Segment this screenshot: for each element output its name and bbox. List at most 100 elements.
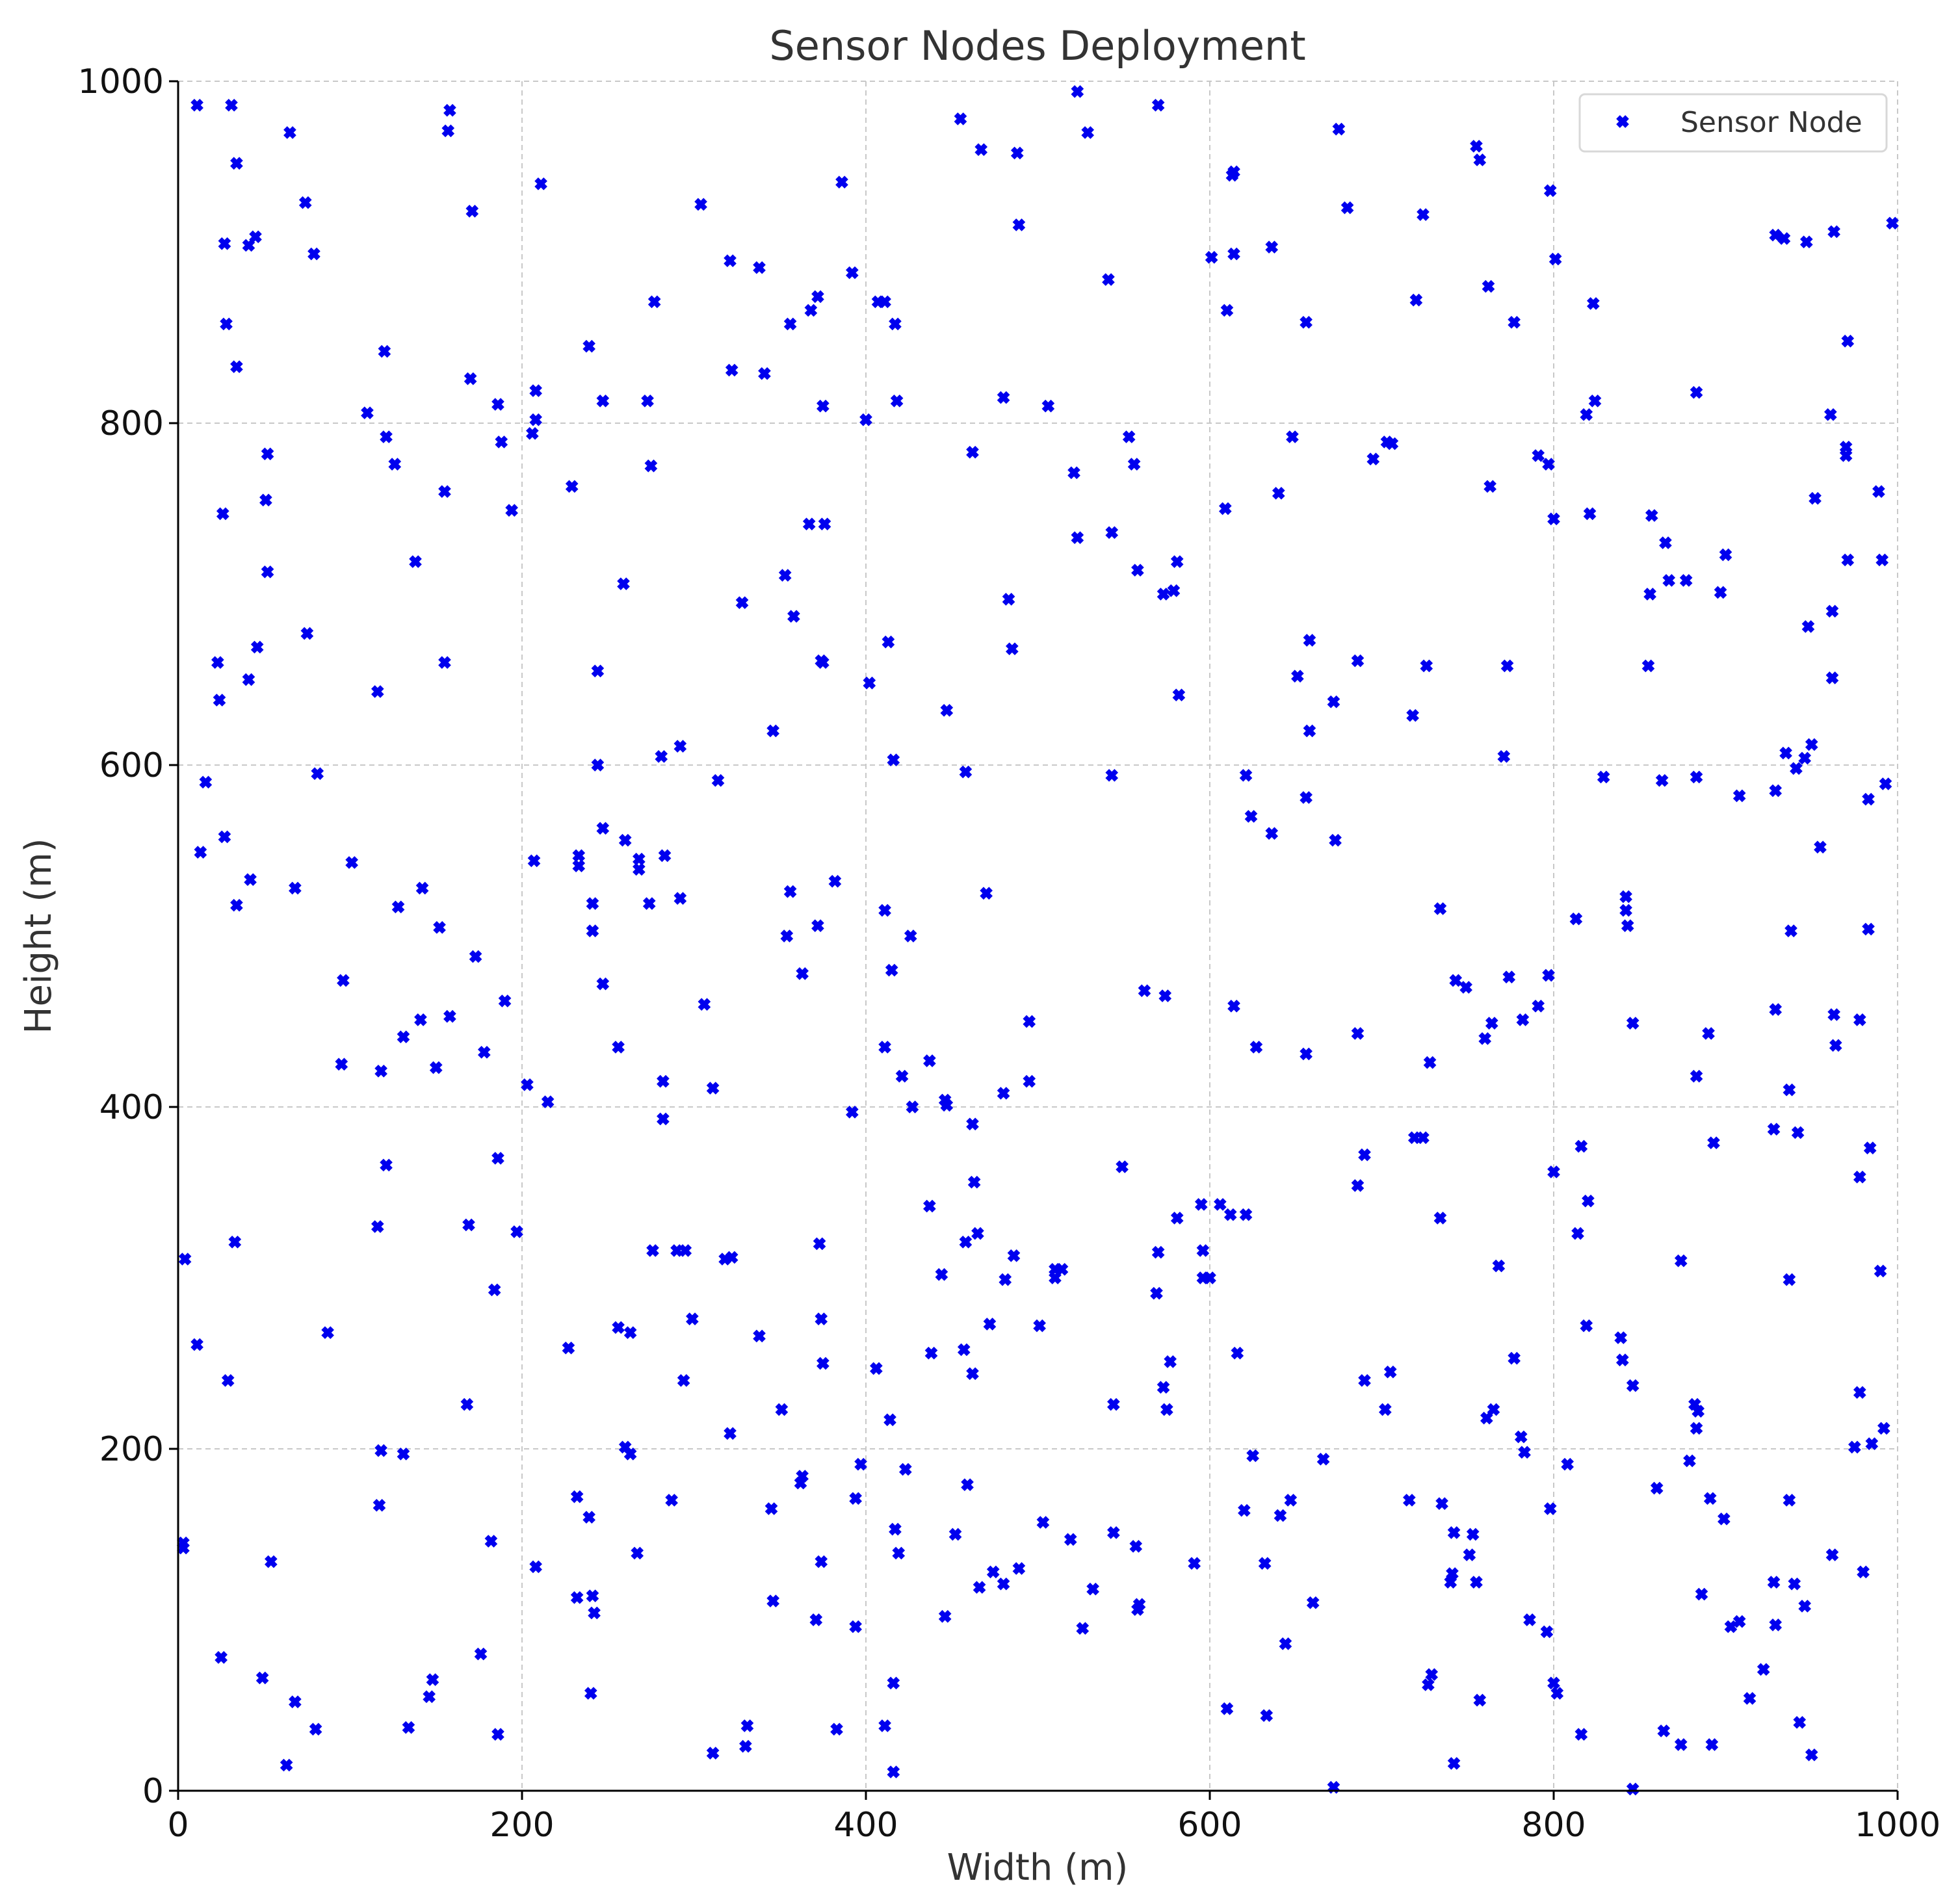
sensor-node-point: [1417, 1131, 1430, 1145]
sensor-node-point: [491, 398, 504, 411]
sensor-node-point: [300, 627, 314, 640]
sensor-node-point: [249, 230, 262, 244]
sensor-node-point: [562, 1342, 575, 1355]
sensor-node-point: [828, 875, 842, 888]
sensor-node-point: [230, 898, 243, 912]
sensor-node-point: [1588, 394, 1602, 408]
data-points: [177, 84, 1899, 1796]
sensor-node-point: [1825, 604, 1839, 618]
sensor-node-point: [280, 1758, 293, 1772]
sensor-node-point: [633, 863, 646, 876]
sensor-node-point: [1872, 485, 1885, 499]
sensor-node-point: [889, 1522, 902, 1536]
sensor-node-point: [878, 904, 891, 917]
sensor-node-point: [1683, 1454, 1696, 1468]
sensor-node-point: [1417, 208, 1430, 221]
sensor-node-point: [887, 1765, 900, 1778]
sensor-node-point: [433, 921, 446, 934]
sensor-node-point: [665, 1494, 678, 1507]
sensor-node-point: [809, 1613, 823, 1626]
sensor-node-point: [997, 1087, 1010, 1100]
sensor-node-point: [596, 977, 610, 991]
sensor-node-point: [1463, 1548, 1476, 1561]
sensor-node-point: [1358, 1373, 1371, 1387]
sensor-node-point: [1385, 437, 1399, 450]
sensor-node-point: [1274, 1509, 1287, 1522]
sensor-node-point: [766, 724, 779, 738]
sensor-node-point: [1827, 1008, 1840, 1021]
sensor-node-point: [631, 1546, 644, 1560]
sensor-node-point: [1626, 1017, 1640, 1030]
sensor-node-point: [1473, 153, 1487, 166]
sensor-node-point: [1214, 1198, 1227, 1211]
sensor-node-point: [817, 399, 830, 413]
sensor-node-point: [1497, 750, 1511, 763]
sensor-node-point: [1132, 1598, 1146, 1611]
sensor-node-point: [1879, 777, 1892, 790]
sensor-node-point: [971, 1227, 984, 1240]
sensor-node-point: [244, 873, 257, 887]
sensor-node-point: [817, 656, 830, 670]
sensor-node-point: [1402, 1494, 1416, 1507]
sensor-node-point: [1703, 1492, 1717, 1505]
sensor-node-point: [1532, 1000, 1545, 1013]
sensor-node-point: [644, 459, 658, 473]
sensor-node-point: [1798, 1600, 1811, 1613]
sensor-node-point: [802, 517, 816, 530]
sensor-node-point: [414, 1013, 427, 1026]
sensor-node-point: [1569, 912, 1583, 926]
sensor-node-point: [1791, 1126, 1805, 1139]
sensor-node-point: [1327, 695, 1340, 708]
sensor-node-point: [1300, 791, 1313, 804]
sensor-node-point: [646, 1244, 659, 1257]
sensor-node-point: [940, 704, 954, 717]
sensor-node-point: [783, 885, 797, 898]
sensor-node-point: [1170, 1212, 1184, 1225]
sensor-node-point: [1366, 452, 1380, 466]
y-tick-label: 400: [99, 1088, 164, 1127]
sensor-node-point: [1788, 1577, 1801, 1591]
sensor-node-point: [725, 363, 738, 377]
sensor-node-point: [1547, 1676, 1560, 1690]
sensor-node-point: [1874, 1264, 1887, 1278]
sensor-node-point: [1767, 1576, 1781, 1589]
sensor-node-point: [890, 394, 904, 408]
sensor-node-point: [591, 759, 605, 772]
sensor-node-point: [983, 1318, 997, 1331]
sensor-node-point: [298, 196, 312, 209]
sensor-node-point: [1086, 1582, 1099, 1596]
sensor-node-point: [657, 1112, 670, 1126]
sensor-node-point: [1829, 1039, 1842, 1052]
sensor-node-point: [230, 360, 243, 374]
sensor-node-point: [1784, 924, 1797, 937]
sensor-node-point: [1156, 1381, 1170, 1394]
sensor-node-point: [617, 577, 630, 591]
sensor-node-point: [586, 1589, 599, 1603]
sensor-node-point: [1523, 1613, 1536, 1626]
ticks: 0 200 400 600 800 1000 0 200 400 600 800 1000: [78, 62, 1941, 1845]
sensor-node-point: [378, 344, 391, 358]
sensor-node-point: [1757, 1663, 1770, 1676]
sensor-node-point: [1358, 1148, 1371, 1162]
sensor-node-point: [1809, 491, 1822, 505]
sensor-node-point: [623, 1448, 637, 1461]
sensor-node-point: [596, 822, 610, 835]
sensor-node-point: [474, 1647, 488, 1661]
sensor-node-point: [1824, 408, 1837, 421]
sensor-node-point: [1466, 1528, 1480, 1541]
sensor-node-point: [889, 317, 902, 331]
sensor-node-point: [870, 1362, 883, 1375]
sensor-node-point: [959, 765, 973, 779]
sensor-node-point: [887, 753, 900, 766]
sensor-node-point: [966, 445, 979, 459]
sensor-node-point: [1542, 458, 1555, 471]
sensor-node-point: [954, 112, 967, 125]
sensor-node-point: [1626, 1782, 1640, 1796]
sensor-node-point: [1514, 1430, 1528, 1444]
sensor-node-point: [1332, 122, 1346, 136]
sensor-node-point: [973, 1581, 986, 1594]
sensor-node-point: [1575, 1728, 1588, 1741]
sensor-node-point: [211, 656, 224, 670]
sensor-node-point: [1779, 746, 1792, 760]
